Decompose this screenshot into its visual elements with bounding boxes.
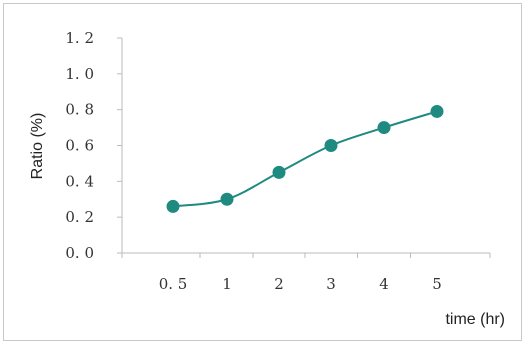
data-point bbox=[430, 104, 444, 118]
data-points bbox=[166, 104, 444, 213]
y-tick-label: 1. 2 bbox=[65, 29, 94, 47]
x-tick-label: 3 bbox=[326, 275, 336, 293]
y-axis-title: Ratio (%) bbox=[29, 113, 46, 180]
y-tick-label: 0. 6 bbox=[65, 137, 94, 155]
y-tick-label: 0. 0 bbox=[65, 244, 94, 262]
y-tick-labels: 0. 0 0. 2 0. 4 0. 6 0. 8 1. 0 1. 2 bbox=[65, 29, 94, 262]
data-point bbox=[166, 199, 180, 213]
data-point bbox=[220, 192, 234, 206]
x-tick-labels: 0. 5 1 2 3 4 5 bbox=[159, 275, 442, 293]
data-point bbox=[324, 139, 338, 152]
x-tick-label: 4 bbox=[379, 275, 389, 293]
series-line bbox=[172, 110, 438, 208]
x-tick-label: 5 bbox=[432, 275, 442, 293]
y-tick-label: 0. 4 bbox=[65, 172, 94, 190]
chart-frame bbox=[3, 3, 522, 341]
y-tick-label: 1. 0 bbox=[65, 65, 94, 83]
y-tick-label: 0. 2 bbox=[65, 208, 94, 226]
data-point bbox=[377, 121, 391, 135]
x-tick-label: 1 bbox=[222, 275, 232, 293]
axes bbox=[117, 37, 491, 258]
x-tick-label: 0. 5 bbox=[159, 275, 188, 293]
x-tick-label: 2 bbox=[274, 275, 284, 293]
y-tick-label: 0. 8 bbox=[65, 101, 94, 119]
x-axis-title: time (hr) bbox=[445, 311, 505, 328]
data-point bbox=[272, 165, 286, 179]
